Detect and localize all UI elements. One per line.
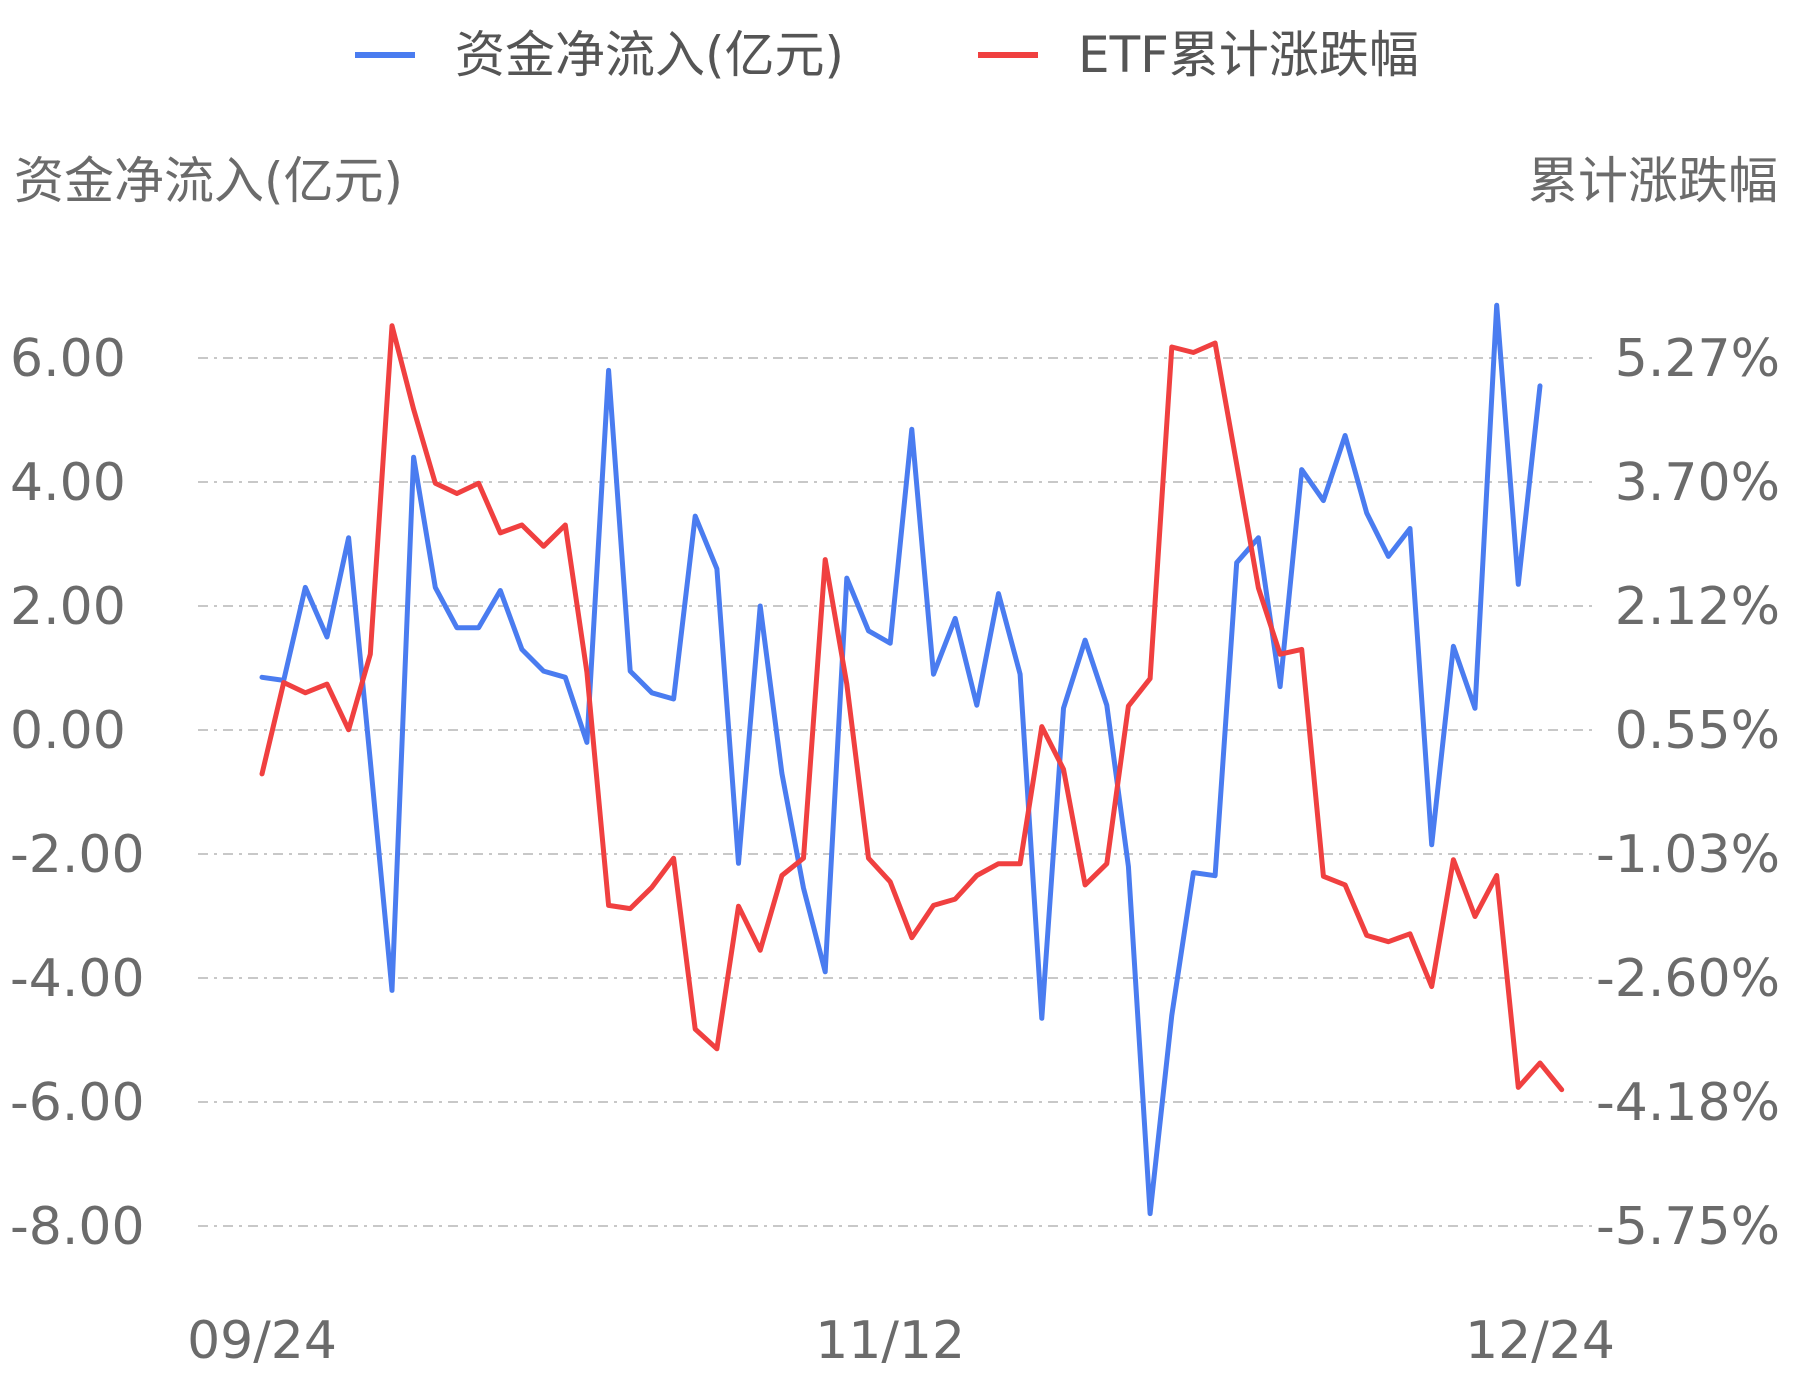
series-line-fund-flow bbox=[259, 302, 1543, 1217]
right-tick-label: 3.70% bbox=[1615, 453, 1780, 513]
legend: 资金净流入(亿元) ETF累计涨跌幅 bbox=[355, 26, 1419, 84]
left-tick-label: -4.00 bbox=[10, 949, 145, 1009]
left-tick-label: 0.00 bbox=[10, 701, 126, 761]
left-tick-label: -2.00 bbox=[10, 825, 145, 885]
left-tick-label: 2.00 bbox=[10, 577, 126, 637]
right-tick-label: 0.55% bbox=[1615, 701, 1780, 761]
left-axis-title: 资金净流入(亿元) bbox=[14, 152, 403, 210]
x-tick-label: 09/24 bbox=[187, 1311, 337, 1371]
left-tick-label: -8.00 bbox=[10, 1197, 145, 1257]
legend-label-etf-return: ETF累计涨跌幅 bbox=[1078, 26, 1419, 84]
right-tick-label: -1.03% bbox=[1596, 825, 1780, 885]
series-line-etf-return bbox=[259, 323, 1565, 1093]
right-axis-title: 累计涨跌幅 bbox=[1528, 152, 1778, 210]
right-tick-label: -4.18% bbox=[1596, 1073, 1780, 1133]
gridlines bbox=[198, 357, 1598, 1227]
right-tick-label: -2.60% bbox=[1596, 949, 1780, 1009]
right-axis-ticks: 5.27% 3.70% 2.12% 0.55% -1.03% -2.60% -4.18% -5… bbox=[1596, 329, 1780, 1257]
series-lines bbox=[259, 302, 1565, 1217]
left-tick-label: -6.00 bbox=[10, 1073, 145, 1133]
right-tick-label: 5.27% bbox=[1615, 329, 1780, 389]
left-axis-ticks: 6.00 4.00 2.00 0.00 -2.00 -4.00 -6.00 -8.00 bbox=[10, 329, 145, 1257]
x-tick-label: 11/12 bbox=[815, 1311, 965, 1371]
legend-label-fund-flow: 资金净流入(亿元) bbox=[455, 26, 844, 84]
x-tick-label: 12/24 bbox=[1465, 1311, 1615, 1371]
x-axis-ticks: 09/24 11/12 12/24 bbox=[187, 1311, 1615, 1371]
left-tick-label: 4.00 bbox=[10, 453, 126, 513]
right-tick-label: -5.75% bbox=[1596, 1197, 1780, 1257]
right-tick-label: 2.12% bbox=[1615, 577, 1780, 637]
left-tick-label: 6.00 bbox=[10, 329, 126, 389]
